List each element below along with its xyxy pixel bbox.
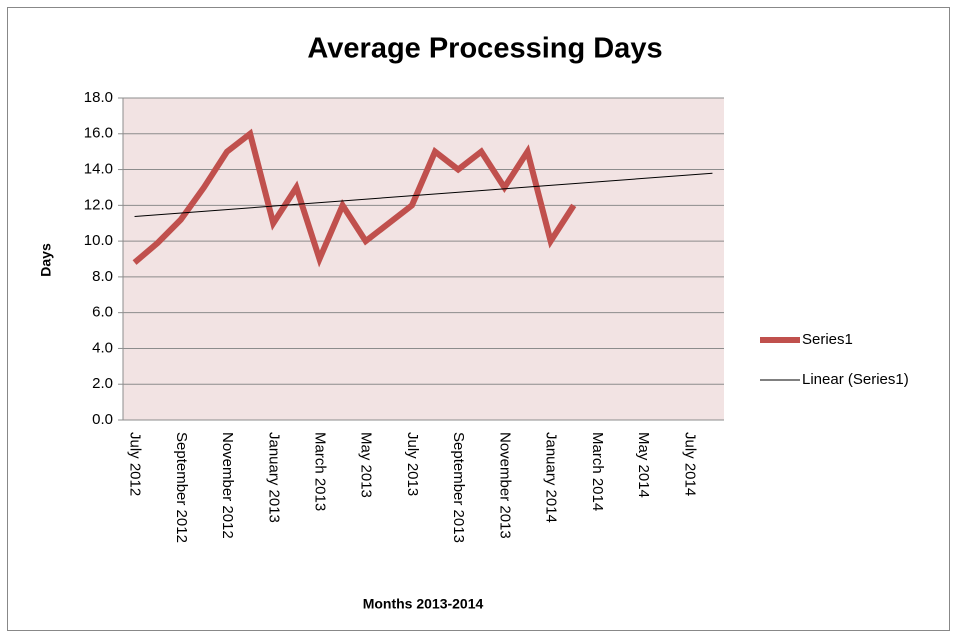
x-tick-label: March 2014 bbox=[589, 432, 606, 511]
y-tick-label: 0.0 bbox=[92, 411, 113, 428]
y-tick-label: 2.0 bbox=[92, 375, 113, 392]
x-tick-label: July 2013 bbox=[404, 432, 421, 496]
x-tick-label: May 2013 bbox=[358, 432, 375, 498]
y-tick-label: 16.0 bbox=[84, 125, 113, 142]
data-line bbox=[132, 128, 577, 268]
y-tick-label: 12.0 bbox=[84, 196, 113, 213]
chart-title: Average Processing Days bbox=[307, 33, 662, 65]
legend-label: Linear (Series1) bbox=[802, 371, 909, 388]
x-tick-label: September 2013 bbox=[450, 432, 467, 543]
x-tick-label: November 2012 bbox=[219, 432, 236, 539]
legend-label: Series1 bbox=[802, 331, 853, 348]
x-tick-label: January 2014 bbox=[543, 432, 560, 523]
y-tick-label: 8.0 bbox=[92, 268, 113, 285]
plot-area bbox=[123, 98, 724, 420]
y-tick-label: 14.0 bbox=[84, 161, 113, 178]
x-tick-label: January 2013 bbox=[265, 432, 282, 523]
x-axis-title: Months 2013-2014 bbox=[363, 596, 484, 612]
x-tick-label: May 2014 bbox=[635, 432, 652, 498]
x-tick-label: July 2012 bbox=[127, 432, 144, 496]
x-tick-label: September 2012 bbox=[173, 432, 190, 543]
y-axis-title: Days bbox=[38, 243, 54, 277]
y-tick-label: 10.0 bbox=[84, 232, 113, 249]
x-tick-label: November 2013 bbox=[496, 432, 513, 539]
x-tick-label: March 2013 bbox=[312, 432, 329, 511]
trend-line bbox=[134, 172, 713, 217]
x-tick-label: July 2014 bbox=[681, 432, 698, 496]
y-tick-label: 6.0 bbox=[92, 304, 113, 321]
y-tick-label: 4.0 bbox=[92, 339, 113, 356]
y-tick-label: 18.0 bbox=[84, 89, 113, 106]
